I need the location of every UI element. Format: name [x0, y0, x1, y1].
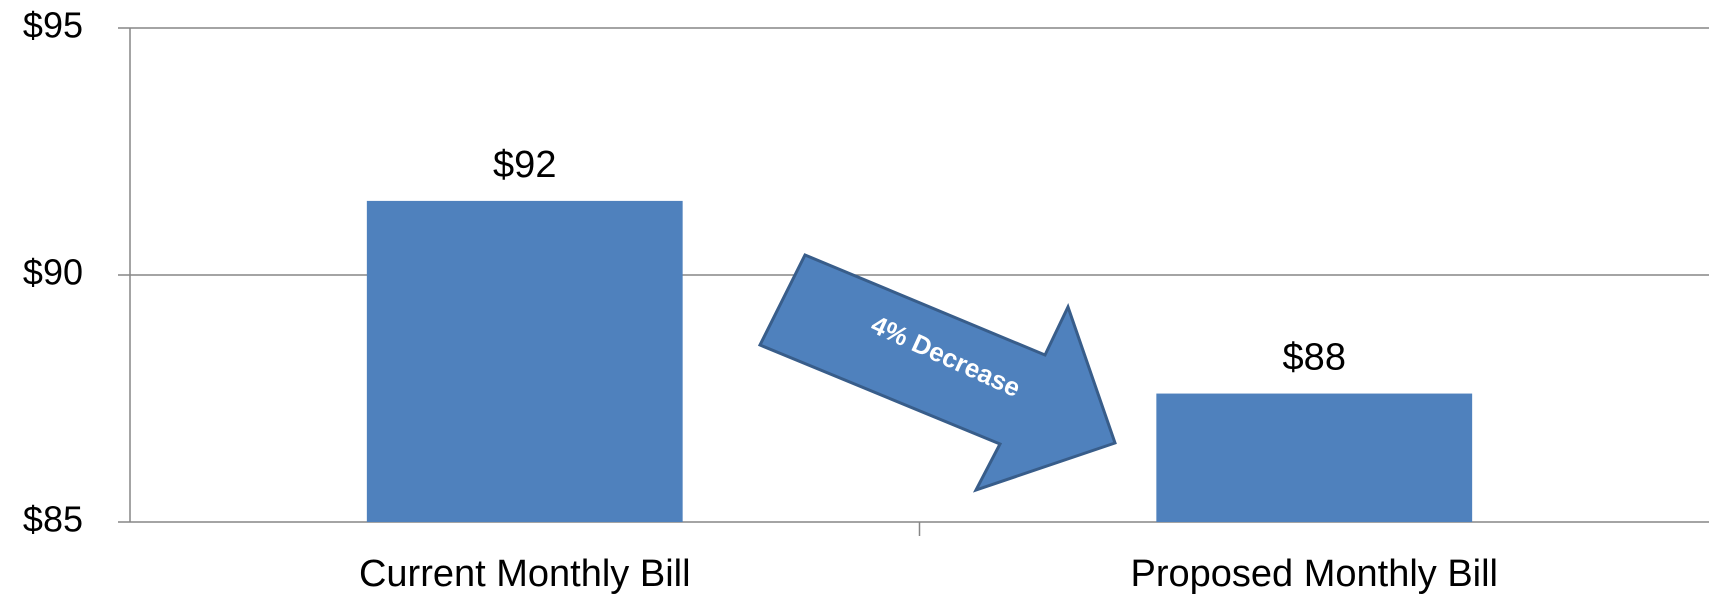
bar [366, 200, 683, 522]
y-tick-label: $85 [23, 499, 83, 540]
y-tick-label: $95 [23, 5, 83, 46]
bars [366, 200, 1473, 522]
decrease-arrow-icon [757, 253, 1117, 493]
bar [1156, 393, 1473, 522]
y-tick-label: $90 [23, 252, 83, 293]
decrease-annotation: 4% Decrease [757, 253, 1117, 493]
labels: $85 $90 $95 $92 Current Monthly Bill $88 Propo… [23, 5, 1498, 595]
data-label: $92 [493, 144, 556, 186]
data-label: $88 [1283, 337, 1346, 379]
category-label: Proposed Monthly Bill [1130, 553, 1498, 595]
category-label: Current Monthly Bill [359, 553, 691, 595]
